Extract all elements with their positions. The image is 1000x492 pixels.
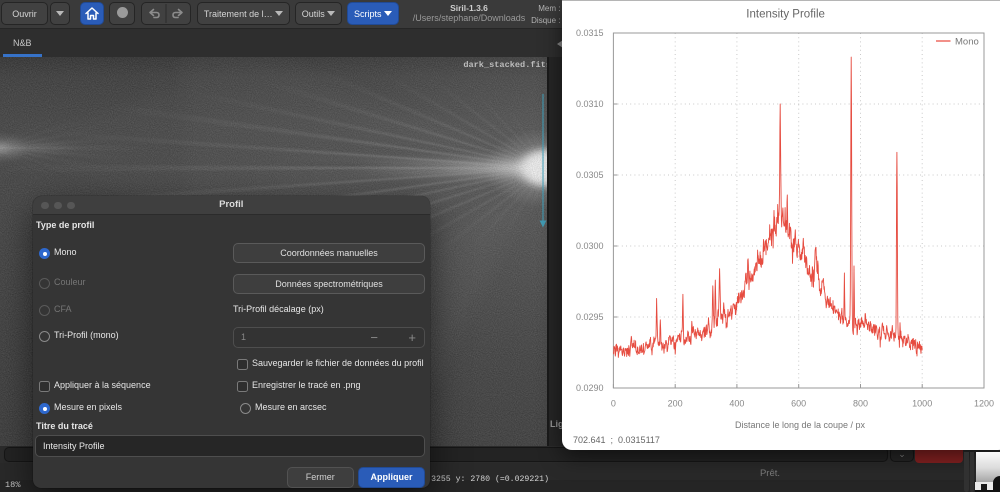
svg-text:200: 200 [668, 399, 683, 409]
svg-text:0: 0 [611, 399, 616, 409]
svg-text:400: 400 [729, 399, 744, 409]
svg-text:0.0315: 0.0315 [576, 28, 604, 38]
svg-text:1200: 1200 [974, 399, 994, 409]
svg-text:Intensity Profile: Intensity Profile [746, 9, 825, 21]
svg-text:600: 600 [791, 399, 806, 409]
svg-text:Mono: Mono [955, 37, 979, 48]
svg-text:800: 800 [853, 399, 868, 409]
svg-text:0.0295: 0.0295 [576, 312, 604, 322]
svg-text:0.0305: 0.0305 [576, 170, 604, 180]
svg-text:Distance le long de la coupe /: Distance le long de la coupe / px [735, 420, 866, 430]
svg-text:1000: 1000 [912, 399, 932, 409]
svg-text:0.0300: 0.0300 [576, 241, 604, 251]
svg-text:0.0290: 0.0290 [576, 383, 604, 393]
svg-text:0.0310: 0.0310 [576, 99, 604, 109]
